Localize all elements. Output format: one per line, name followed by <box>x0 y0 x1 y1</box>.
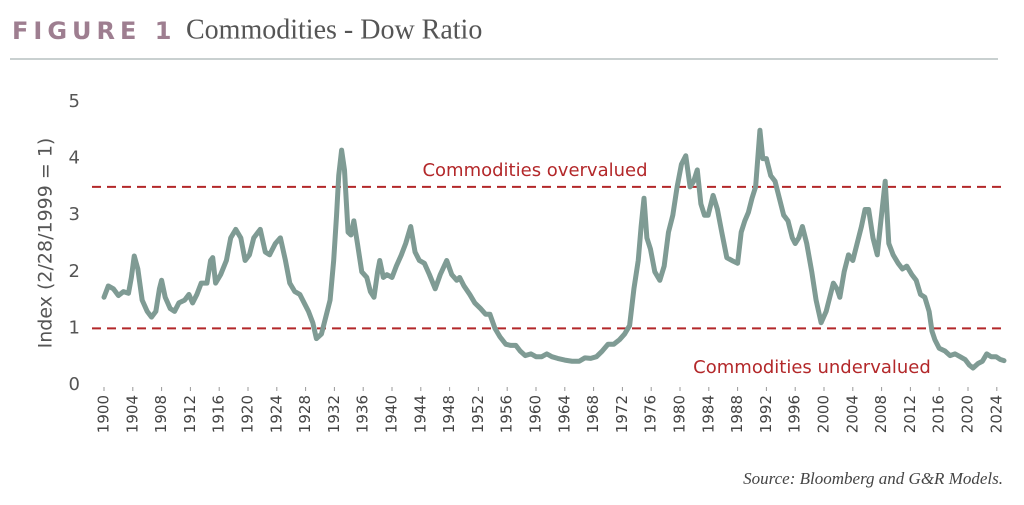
x-tick-label: 1988 <box>728 395 746 433</box>
x-tick-label: 1992 <box>757 395 775 433</box>
y-tick-label: 3 <box>69 204 80 225</box>
source-note: Source: Bloomberg and G&R Models. <box>743 469 1003 488</box>
y-tick-label: 1 <box>69 317 80 338</box>
x-tick-label: 1900 <box>95 395 113 433</box>
x-tick-label: 1932 <box>325 395 343 433</box>
x-tick-label: 1940 <box>383 395 401 433</box>
x-tick-label: 1984 <box>699 395 717 433</box>
x-tick-label: 1964 <box>555 395 573 433</box>
x-tick-label: 1924 <box>267 395 285 433</box>
x-tick-label: 2008 <box>872 395 890 433</box>
x-tick-label: 1948 <box>440 395 458 433</box>
data-line <box>101 127 1007 371</box>
x-tick-label: 1916 <box>210 395 228 433</box>
x-tick-label: 2016 <box>930 395 948 433</box>
x-tick-label: 1944 <box>411 395 429 433</box>
x-tick-label: 2020 <box>959 395 977 433</box>
x-tick-label: 1976 <box>642 395 660 433</box>
x-tick-label: 1936 <box>354 395 372 433</box>
x-tick-label: 2024 <box>987 395 1005 433</box>
x-tick-label: 1912 <box>181 395 199 433</box>
x-tick-label: 1996 <box>786 395 804 433</box>
y-tick-label: 5 <box>69 91 80 112</box>
x-tick-label: 1952 <box>469 395 487 433</box>
y-axis-label: Index (2/28/1999 = 1) <box>35 138 57 349</box>
reference-label: Commodities undervalued <box>693 357 931 378</box>
reference-label: Commodities overvalued <box>422 160 647 181</box>
figure-label: FIGURE 1 <box>12 17 176 45</box>
x-tick-label: 1904 <box>123 395 141 433</box>
x-tick-label: 1972 <box>613 395 631 433</box>
x-tick-label: 2004 <box>843 395 861 433</box>
y-tick-label: 0 <box>69 374 80 395</box>
y-tick-label: 2 <box>69 261 80 282</box>
x-tick-label: 1956 <box>498 395 516 433</box>
x-tick-label: 1920 <box>239 395 257 433</box>
x-tick-label: 1980 <box>671 395 689 433</box>
x-tick-label: 1960 <box>527 395 545 433</box>
x-tick-label: 2012 <box>901 395 919 433</box>
x-tick-label: 1928 <box>296 395 314 433</box>
x-tick-label: 1908 <box>152 395 170 433</box>
x-tick-label: 2000 <box>815 395 833 433</box>
x-tick-label: 1968 <box>584 395 602 433</box>
y-tick-label: 4 <box>69 148 80 169</box>
chart-title: Commodities - Dow Ratio <box>186 14 482 45</box>
